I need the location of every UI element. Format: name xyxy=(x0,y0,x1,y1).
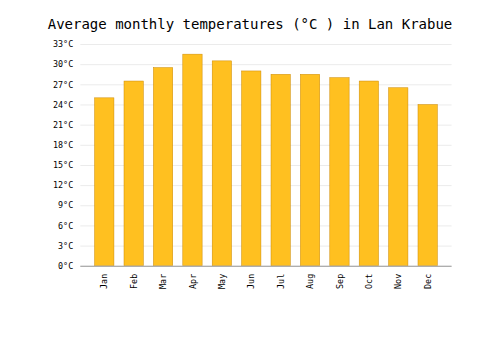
svg-text:Dec: Dec xyxy=(423,274,433,289)
svg-text:27°C: 27°C xyxy=(53,80,73,90)
svg-text:6°C: 6°C xyxy=(58,221,73,231)
svg-text:12°C: 12°C xyxy=(53,180,73,190)
svg-text:Apr: Apr xyxy=(188,274,198,289)
svg-text:Nov: Nov xyxy=(393,274,403,289)
svg-text:Feb: Feb xyxy=(129,274,139,289)
svg-text:Jul: Jul xyxy=(276,274,286,289)
svg-text:May: May xyxy=(217,274,227,289)
svg-text:Oct: Oct xyxy=(364,274,374,289)
svg-text:0°C: 0°C xyxy=(58,261,73,271)
svg-text:15°C: 15°C xyxy=(53,160,73,170)
svg-text:9°C: 9°C xyxy=(58,200,73,210)
svg-text:30°C: 30°C xyxy=(53,59,73,69)
html-text:Average monthly temperatures (: Average monthly temperatures (°C ) in La… xyxy=(47,16,453,32)
svg-text:Sep: Sep xyxy=(335,274,345,289)
svg-text:Jun: Jun xyxy=(246,274,256,289)
svg-text:18°C: 18°C xyxy=(53,140,73,150)
svg-text:Aug: Aug xyxy=(305,274,315,289)
svg-text:Jan: Jan xyxy=(99,274,109,289)
svg-text:24°C: 24°C xyxy=(53,100,73,110)
svg-text:33°C: 33°C xyxy=(53,39,73,49)
svg-text:21°C: 21°C xyxy=(53,120,73,130)
svg-text:Mar: Mar xyxy=(158,274,168,289)
svg-text:3°C: 3°C xyxy=(58,241,73,251)
